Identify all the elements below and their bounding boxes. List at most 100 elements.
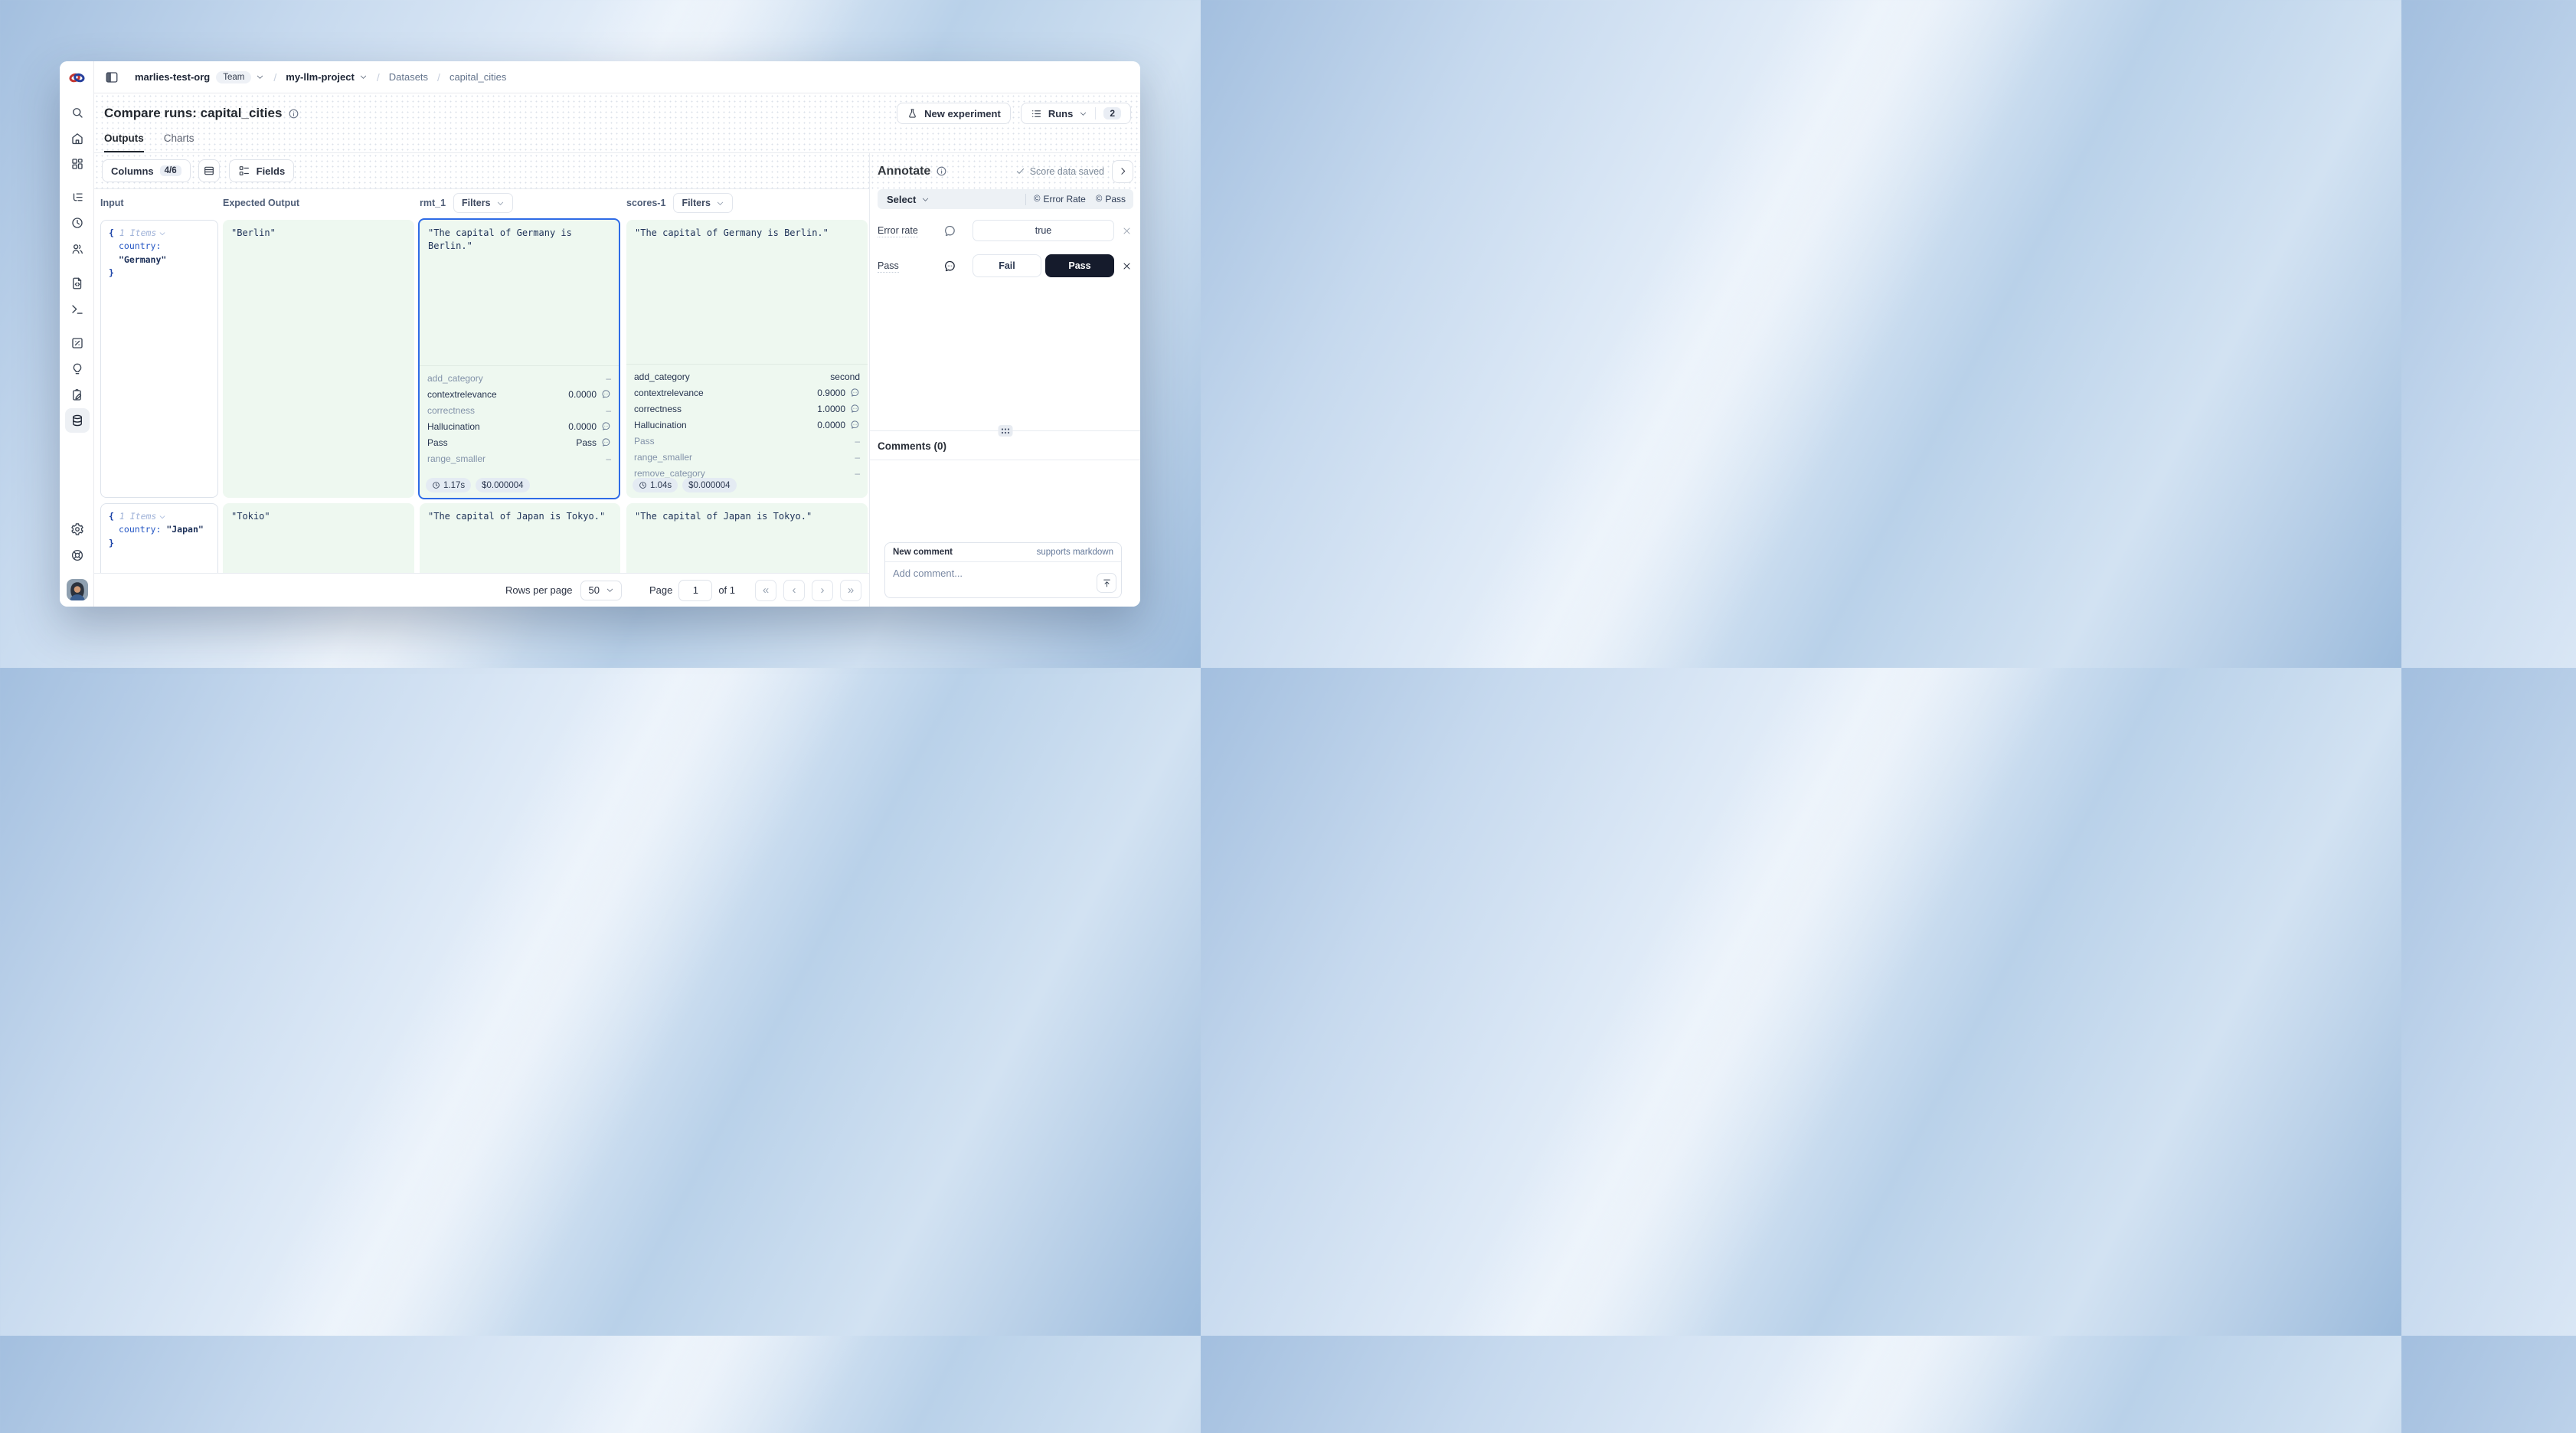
clear-value-icon[interactable] [1122, 226, 1132, 236]
row1-run1-cell-selected[interactable]: "The capital of Germany is Berlin." add_… [418, 218, 620, 499]
users-icon[interactable] [70, 242, 84, 256]
metric-row: correctness 1.0000 [634, 401, 860, 417]
metric-row: contextrelevance 0.0000 [427, 386, 611, 402]
last-page-button[interactable]: » [840, 579, 861, 601]
datasets-nav-active[interactable] [64, 408, 90, 433]
comment-bubble-icon[interactable] [601, 389, 611, 399]
row1-expected-cell[interactable]: "Berlin" [223, 220, 414, 498]
metric-row: remove_category– [427, 466, 611, 473]
weave-logo-icon[interactable] [68, 69, 86, 87]
panel-splitter [870, 425, 1140, 437]
runs-count-badge: 2 [1103, 107, 1121, 119]
scorer-icon: © [1095, 195, 1103, 204]
splitter-drag-handle[interactable] [998, 425, 1012, 437]
score-saved-status: Score data saved [1015, 166, 1104, 177]
prev-page-button[interactable]: ‹ [783, 579, 805, 601]
pass-option-button-selected[interactable]: Pass [1045, 254, 1114, 277]
comment-bubble-icon[interactable] [601, 437, 611, 447]
boards-icon[interactable] [70, 157, 84, 171]
first-page-button[interactable]: « [755, 579, 776, 601]
run2-cell-footer: 1.04s $0.000004 [633, 478, 737, 492]
settings-gear-icon[interactable] [70, 522, 84, 536]
table-column-headers: Input Expected Output rmt_1 Filters scor… [94, 189, 869, 217]
columns-button[interactable]: Columns 4/6 [102, 159, 191, 182]
search-icon[interactable] [70, 106, 84, 119]
user-avatar[interactable] [66, 579, 88, 600]
chip-error-rate[interactable]: © Error Rate [1033, 194, 1086, 204]
chevron-down-icon [497, 201, 503, 205]
breadcrumb-item[interactable]: capital_cities [449, 71, 507, 83]
comment-bubble-icon[interactable] [850, 420, 860, 430]
table-toolbar: Columns 4/6 Fields [94, 153, 869, 189]
home-icon[interactable] [70, 132, 84, 146]
upload-arrow-icon [1103, 579, 1110, 587]
run2-filters-button[interactable]: Filters [673, 193, 733, 213]
page-title: Compare runs: capital_cities [104, 106, 283, 120]
comment-bubble-dots-icon[interactable] [943, 260, 956, 273]
breadcrumb-org[interactable]: marlies-test-org [135, 71, 211, 83]
run1-filters-button[interactable]: Filters [453, 193, 513, 213]
fail-option-button[interactable]: Fail [973, 254, 1041, 277]
json-collapse-icon[interactable] [159, 230, 166, 237]
row2-run2-cell[interactable]: "The capital of Japan is Tokyo." [626, 503, 868, 573]
row2-input-cell[interactable]: { 1 Items country: "Japan" } [100, 503, 218, 573]
chevron-down-icon[interactable] [256, 73, 264, 81]
row1-input-cell[interactable]: { 1 Items country: "Germany" } [100, 220, 218, 498]
new-experiment-label: New experiment [924, 107, 1001, 119]
columns-label: Columns [111, 165, 154, 177]
chevron-down-icon[interactable] [359, 73, 368, 81]
row2-run1-cell[interactable]: "The capital of Japan is Tokyo." [420, 503, 620, 573]
row1-run2-cell[interactable]: "The capital of Germany is Berlin." add_… [626, 220, 868, 498]
comment-bubble-icon[interactable] [850, 404, 860, 414]
runs-list-icon [1031, 110, 1041, 117]
cost-pill: $0.000004 [476, 478, 530, 492]
help-lifebuoy-icon[interactable] [70, 548, 84, 562]
info-icon[interactable] [288, 108, 299, 119]
chip-pass[interactable]: © Pass [1095, 194, 1126, 204]
annotation-select-dropdown[interactable]: Select [887, 194, 930, 205]
traces-tree-icon[interactable] [70, 191, 84, 204]
column-header-input: Input [100, 198, 124, 208]
comment-bubble-icon[interactable] [601, 421, 611, 431]
chevron-down-icon [1080, 112, 1087, 116]
clear-value-icon[interactable] [1122, 261, 1132, 271]
info-icon[interactable] [936, 165, 947, 177]
comment-bubble-icon[interactable] [850, 388, 860, 398]
comparison-table-area: Columns 4/6 Fields Input Expected Output [94, 153, 869, 607]
tab-charts[interactable]: Charts [163, 133, 195, 144]
tab-outputs[interactable]: Outputs [104, 133, 144, 152]
drag-dots-icon [1001, 427, 1009, 433]
runs-button[interactable]: Runs 2 [1020, 103, 1131, 124]
team-badge: Team [216, 70, 252, 83]
evaluations-icon[interactable] [70, 336, 84, 350]
metric-row: add_category second [634, 371, 860, 382]
breadcrumb-section[interactable]: Datasets [388, 71, 429, 83]
terminal-icon[interactable] [70, 303, 84, 316]
annotation-chips: © Error Rate © Pass [1034, 194, 1126, 204]
collapse-panel-button[interactable] [1112, 159, 1133, 183]
main-area: Compare runs: capital_cities New experim… [94, 93, 1140, 607]
comment-bubble-icon[interactable] [943, 224, 956, 237]
next-page-button[interactable]: › [812, 579, 833, 601]
code-file-icon[interactable] [70, 276, 84, 290]
annotations-clipboard-icon[interactable] [70, 388, 84, 402]
rows-per-page-select[interactable]: 50 [580, 580, 622, 600]
prompts-bulb-icon[interactable] [70, 362, 84, 376]
history-clock-icon[interactable] [70, 216, 84, 230]
error-rate-field-row: Error rate [878, 220, 1133, 241]
fields-button[interactable]: Fields [228, 159, 295, 182]
comment-input[interactable]: Add comment... [885, 562, 1121, 597]
divider [1095, 107, 1097, 119]
run2-metrics: add_category second contextrelevance 0.900… [626, 364, 868, 479]
row-height-button[interactable] [198, 159, 220, 182]
row2-expected-cell[interactable]: "Tokio" [223, 503, 414, 573]
comments-section-title: Comments (0) [870, 431, 1140, 460]
json-collapse-icon[interactable] [159, 513, 166, 521]
pass-field-row: Pass Fail Pass [878, 254, 1133, 277]
submit-comment-button[interactable] [1097, 573, 1116, 593]
new-experiment-button[interactable]: New experiment [897, 103, 1011, 124]
error-rate-input[interactable] [973, 220, 1114, 241]
breadcrumb-project[interactable]: my-llm-project [286, 71, 355, 83]
page-number-input[interactable] [678, 579, 713, 601]
sidebar-toggle-icon[interactable] [105, 70, 119, 84]
